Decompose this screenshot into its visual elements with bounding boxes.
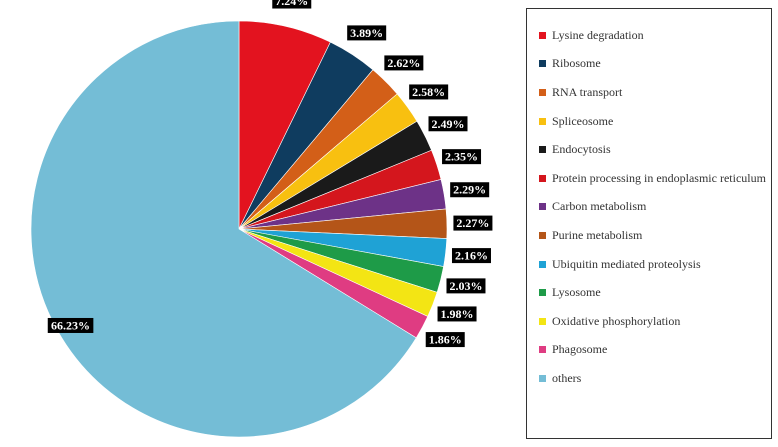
legend-swatch: [539, 317, 546, 325]
legend-item-endocytosis: Endocytosis: [539, 135, 766, 164]
data-label-box: [451, 248, 491, 264]
data-label-others: 66.23%: [47, 317, 94, 333]
legend-item-lysine-degradation: Lysine degradation: [539, 21, 766, 50]
legend-list: Lysine degradation Ribosome RNA transport S…: [539, 21, 766, 393]
data-label-box: [442, 149, 482, 165]
data-label-rna-transport: 2.62%: [384, 55, 424, 71]
legend-item-ribosome: Ribosome: [539, 50, 766, 79]
legend-label: Lysosome: [552, 285, 601, 300]
data-label-ubiquitin-mediated-proteolysis: 2.16%: [451, 248, 491, 264]
legend-swatch: [539, 174, 546, 182]
legend-item-protein-processing-in-endoplasmic-reticulum: Protein processing in endoplasmic reticu…: [539, 164, 766, 193]
legend-item-purine-metabolism: Purine metabolism: [539, 221, 766, 250]
data-label-box: [384, 55, 424, 71]
data-label-box: [425, 332, 465, 348]
data-label-ribosome: 3.89%: [347, 25, 387, 41]
data-label-box: [47, 317, 94, 333]
legend-label: Oxidative phosphorylation: [552, 313, 681, 328]
pie-slices: [30, 20, 448, 438]
data-label-text: 2.27%: [456, 216, 489, 230]
data-label-box: [347, 25, 387, 41]
legend-item-carbon-metabolism: Carbon metabolism: [539, 193, 766, 222]
data-label-purine-metabolism: 2.27%: [453, 215, 493, 231]
legend-swatch: [539, 231, 546, 239]
data-label-box: [272, 0, 312, 9]
legend-swatch: [539, 203, 546, 211]
data-label-text: 2.58%: [412, 85, 445, 99]
data-label-text: 2.49%: [432, 117, 465, 131]
data-label-box: [450, 182, 490, 198]
legend-swatch: [539, 60, 546, 68]
legend-label: Lysine degradation: [552, 27, 644, 42]
legend-item-phagosome: Phagosome: [539, 336, 766, 365]
legend-item-oxidative-phosphorylation: Oxidative phosphorylation: [539, 307, 766, 336]
data-label-carbon-metabolism: 2.29%: [450, 182, 490, 198]
legend-item-rna-transport: RNA transport: [539, 78, 766, 107]
legend-swatch: [539, 260, 546, 268]
data-label-text: 2.35%: [445, 150, 478, 164]
legend-item-ubiquitin-mediated-proteolysis: Ubiquitin mediated proteolysis: [539, 250, 766, 279]
data-label-box: [409, 84, 449, 100]
legend-label: Ribosome: [552, 56, 601, 71]
data-label-text: 2.62%: [387, 56, 420, 70]
legend-swatch: [539, 146, 546, 154]
data-label-phagosome: 1.86%: [425, 332, 465, 348]
legend-label: Spliceosome: [552, 113, 614, 128]
legend-swatch: [539, 88, 546, 96]
legend-swatch: [539, 31, 546, 39]
legend-item-lysosome: Lysosome: [539, 278, 766, 307]
legend-item-others: others: [539, 364, 766, 393]
data-label-lysine-degradation: 7.24%: [272, 0, 312, 9]
data-label-text: 2.03%: [449, 279, 482, 293]
data-label-box: [428, 116, 468, 132]
legend-label: Endocytosis: [552, 142, 611, 157]
data-label-box: [446, 278, 486, 294]
data-label-text: 2.16%: [455, 249, 488, 263]
legend-swatch: [539, 289, 546, 297]
legend-label: Carbon metabolism: [552, 199, 647, 214]
data-label-oxidative-phosphorylation: 1.98%: [437, 306, 477, 322]
pie-data-labels: 7.24% 3.89% 2.62% 2.58% 2.49% 2.35% 2.29% 2.27%…: [47, 0, 493, 348]
data-label-box: [437, 306, 477, 322]
data-label-text: 1.86%: [429, 333, 462, 347]
legend-swatch: [539, 374, 546, 382]
legend-swatch: [539, 346, 546, 354]
legend-label: Phagosome: [552, 342, 608, 357]
legend: Lysine degradation Ribosome RNA transport S…: [526, 8, 772, 439]
data-label-text: 1.98%: [441, 307, 474, 321]
data-label-text: 66.23%: [51, 318, 90, 332]
legend-label: RNA transport: [552, 84, 623, 99]
data-label-protein-processing-in-endoplasmic-reticulum: 2.35%: [442, 149, 482, 165]
data-label-lysosome: 2.03%: [446, 278, 486, 294]
legend-label: Purine metabolism: [552, 227, 643, 242]
data-label-spliceosome: 2.58%: [409, 84, 449, 100]
legend-label: others: [552, 370, 582, 385]
legend-swatch: [539, 117, 546, 125]
legend-label: Protein processing in endoplasmic reticu…: [552, 170, 766, 185]
legend-label: Ubiquitin mediated proteolysis: [552, 256, 701, 271]
data-label-text: 3.89%: [350, 26, 383, 40]
data-label-endocytosis: 2.49%: [428, 116, 468, 132]
data-label-box: [453, 215, 493, 231]
legend-item-spliceosome: Spliceosome: [539, 107, 766, 136]
data-label-text: 2.29%: [453, 183, 486, 197]
data-label-text: 7.24%: [275, 0, 308, 8]
